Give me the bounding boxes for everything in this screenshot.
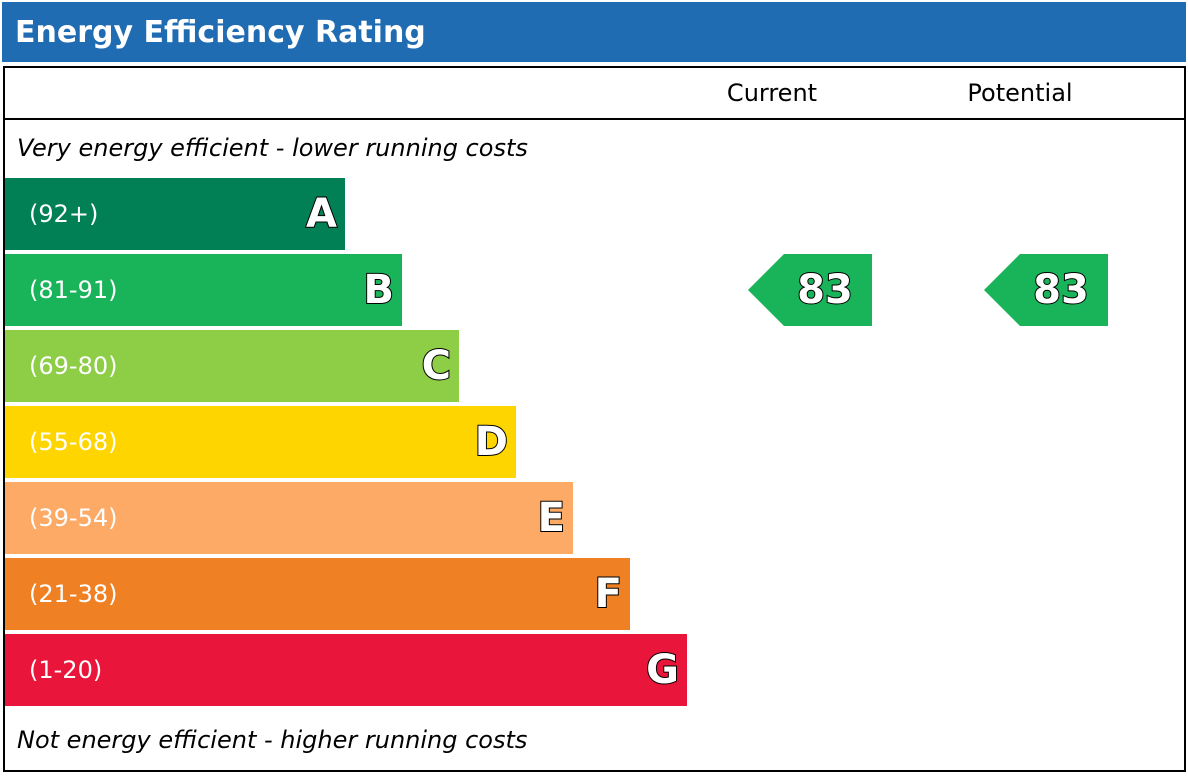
- band-range-label: (92+): [29, 200, 99, 228]
- band-range-label: (21-38): [29, 580, 118, 608]
- band-letter: A: [305, 190, 338, 238]
- band-range-label: (39-54): [29, 504, 118, 532]
- current-rating-indicator: 83: [748, 254, 872, 326]
- band-b: (81-91) B: [5, 254, 402, 326]
- potential-rating-indicator-arrow: [984, 254, 1108, 326]
- band-letter: C: [421, 342, 452, 390]
- current-column-header: Current: [726, 79, 818, 107]
- potential-rating-indicator-value: 83: [1032, 266, 1090, 314]
- potential-column-header: Potential: [967, 79, 1073, 107]
- band-g: (1-20) G: [5, 634, 687, 706]
- band-range-label: (55-68): [29, 428, 118, 456]
- potential-rating-indicator: 83: [984, 254, 1108, 326]
- potential-rating-indicator-arrow-shape: [984, 254, 1108, 326]
- band-a: (92+) A: [5, 178, 345, 250]
- current-rating-indicator-arrow-shape: [748, 254, 872, 326]
- band-letter: G: [645, 646, 680, 694]
- band-d: (55-68) D: [5, 406, 516, 478]
- band-range-label: (81-91): [29, 276, 118, 304]
- band-letter: F: [594, 570, 623, 618]
- band-letter: E: [537, 494, 566, 542]
- band-letter: B: [363, 266, 395, 314]
- chart-frame: Current Potential Very energy efficient …: [3, 66, 1186, 772]
- band-range-label: (1-20): [29, 656, 103, 684]
- band-c: (69-80) C: [5, 330, 459, 402]
- chart-title: Energy Efficiency Rating: [15, 15, 426, 50]
- band-range-label: (69-80): [29, 352, 118, 380]
- current-rating-indicator-arrow: [748, 254, 872, 326]
- caption-very-efficient: Very energy efficient - lower running co…: [17, 134, 528, 162]
- band-e: (39-54) E: [5, 482, 573, 554]
- header-divider: [5, 118, 1184, 120]
- band-f: (21-38) F: [5, 558, 630, 630]
- caption-not-efficient: Not energy efficient - higher running co…: [17, 726, 528, 754]
- current-rating-indicator-value: 83: [796, 266, 854, 314]
- title-bar: Energy Efficiency Rating: [2, 2, 1186, 62]
- band-letter: D: [474, 418, 509, 466]
